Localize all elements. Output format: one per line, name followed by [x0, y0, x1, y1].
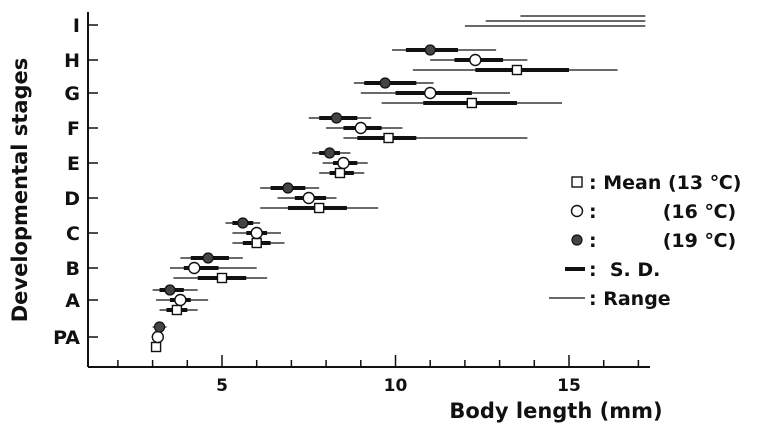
- stage-label: D: [64, 188, 80, 210]
- axes: [87, 12, 650, 368]
- legend-label: : Range: [589, 288, 671, 310]
- mean-point-19c: [424, 44, 436, 56]
- mean-point-16c: [469, 53, 482, 67]
- legend-label: : Mean (13 ℃): [589, 172, 741, 194]
- mean-point-16c: [174, 293, 187, 307]
- mean-point-16c: [354, 121, 367, 135]
- stage-label: E: [67, 153, 80, 175]
- mean-point-13c: [251, 237, 262, 249]
- mean-point-16c: [337, 156, 350, 170]
- mean-point-13c: [171, 304, 183, 316]
- mean-point-19c: [237, 217, 249, 229]
- x-tick-label: 15: [557, 376, 581, 396]
- mean-point-19c: [153, 321, 166, 333]
- legend-label: : (19 ℃): [589, 230, 736, 252]
- stage-label: H: [64, 50, 80, 72]
- mean-point-19c: [202, 252, 214, 264]
- mean-point-13c: [466, 97, 478, 109]
- mean-point-19c: [323, 147, 336, 159]
- legend-circle-icon: [570, 204, 584, 218]
- legend-dark-circle-icon: [571, 234, 583, 246]
- stage-label: A: [65, 290, 80, 312]
- mean-point-13c: [150, 341, 162, 353]
- stage-label: G: [64, 83, 80, 105]
- mean-point-19c: [282, 182, 294, 194]
- mean-point-19c: [164, 284, 176, 296]
- legend-label: : (16 ℃): [589, 201, 736, 223]
- stage-label: I: [73, 15, 80, 37]
- x-ticks: 5 10 15: [117, 355, 640, 396]
- mean-point-16c: [302, 191, 315, 205]
- stage-label: PA: [53, 327, 80, 349]
- x-tick-label: 10: [384, 376, 408, 396]
- mean-point-16c: [250, 226, 263, 240]
- stage-label: C: [66, 223, 80, 245]
- data-marks: [150, 15, 646, 353]
- mean-point-13c: [511, 64, 523, 76]
- legend-label: : S. D.: [589, 259, 660, 281]
- mean-point-13c: [383, 132, 394, 144]
- y-axis-title: Developmental stages: [8, 58, 32, 323]
- legend: : Mean (13 ℃) : (16 ℃) : (19 ℃) : S. D. : Ra…: [549, 172, 741, 310]
- x-tick-label: 5: [216, 376, 228, 396]
- mean-point-13c: [313, 202, 325, 214]
- mean-point-16c: [424, 86, 437, 100]
- mean-point-19c: [330, 112, 343, 124]
- mean-point-16c: [188, 261, 201, 275]
- stage-label: F: [67, 118, 80, 140]
- mean-point-13c: [216, 272, 228, 284]
- legend-square-icon: [571, 176, 583, 188]
- mean-point-19c: [379, 77, 391, 89]
- mean-point-13c: [334, 167, 346, 179]
- stage-label: B: [66, 258, 80, 280]
- mean-point-16c: [151, 330, 165, 344]
- x-axis-title: Body length (mm): [449, 399, 662, 423]
